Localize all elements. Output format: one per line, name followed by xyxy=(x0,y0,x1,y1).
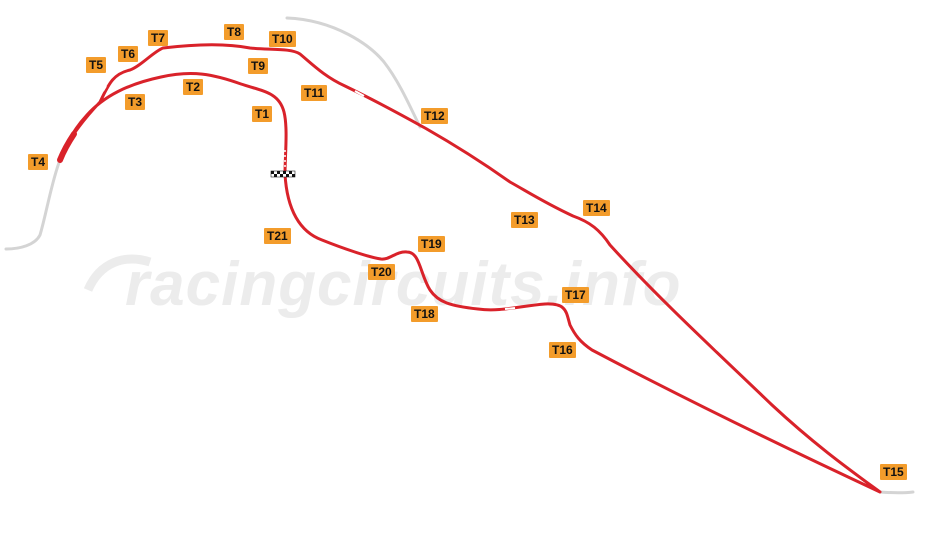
watermark-swoosh xyxy=(83,254,152,292)
unused-track-west xyxy=(4,158,62,251)
turn-label-t17: T17 xyxy=(562,287,589,303)
turn-label-t10: T10 xyxy=(269,31,296,47)
checkered-flag-icon xyxy=(270,170,296,178)
watermark-text: racingcircuits.info xyxy=(125,250,682,319)
kerb-mark xyxy=(354,90,365,97)
turn-label-t14: T14 xyxy=(583,200,610,216)
unused-track-north xyxy=(285,16,422,129)
turn-label-t5: T5 xyxy=(86,57,107,73)
turn-label-t18: T18 xyxy=(411,306,438,322)
turn-label-t6: T6 xyxy=(118,46,139,62)
turn-label-t16: T16 xyxy=(549,342,576,358)
circuit-track xyxy=(58,43,882,494)
turn-label-t3: T3 xyxy=(125,94,146,110)
kerb-mark xyxy=(504,307,516,310)
kerb-mark xyxy=(711,343,719,351)
turn-label-t9: T9 xyxy=(248,58,269,74)
turn-label-t11: T11 xyxy=(301,85,328,101)
track-highlight-t4 xyxy=(57,131,77,163)
turn-label-t4: T4 xyxy=(28,154,49,170)
turn-label-t7: T7 xyxy=(148,30,169,46)
kerb-mark xyxy=(102,85,107,92)
turn-label-t21: T21 xyxy=(264,228,291,244)
turn-label-t2: T2 xyxy=(183,79,204,95)
turn-label-t8: T8 xyxy=(224,24,245,40)
turn-label-t1: T1 xyxy=(252,106,273,122)
turn-label-t13: T13 xyxy=(511,212,538,228)
watermark-logo: racingcircuits.info xyxy=(125,249,681,320)
turn-label-t19: T19 xyxy=(418,236,445,252)
turn-label-t20: T20 xyxy=(368,264,395,280)
turn-label-t12: T12 xyxy=(421,108,448,124)
unused-track-south xyxy=(878,490,915,495)
turn-label-t15: T15 xyxy=(880,464,907,480)
